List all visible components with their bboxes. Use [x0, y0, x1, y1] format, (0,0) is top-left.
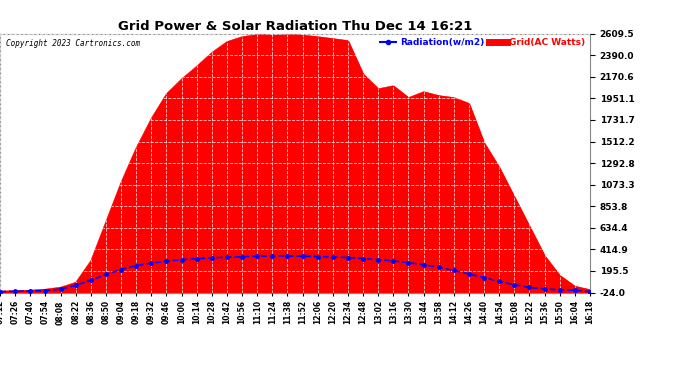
Text: Copyright 2023 Cartronics.com: Copyright 2023 Cartronics.com [6, 39, 140, 48]
Legend: Radiation(w/m2), Grid(AC Watts): Radiation(w/m2), Grid(AC Watts) [379, 38, 585, 47]
Title: Grid Power & Solar Radiation Thu Dec 14 16:21: Grid Power & Solar Radiation Thu Dec 14 … [118, 20, 472, 33]
